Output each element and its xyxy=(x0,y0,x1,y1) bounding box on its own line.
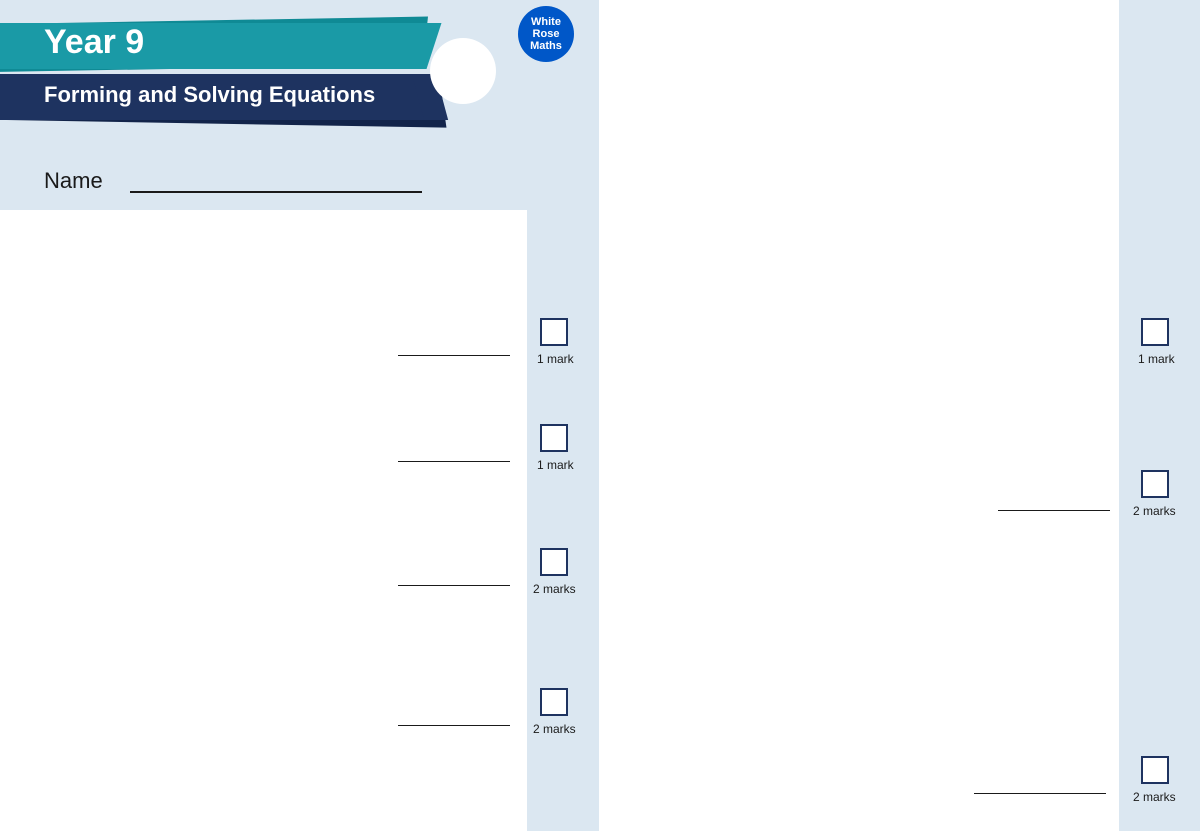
page2-content-area xyxy=(601,0,1200,831)
topic-title: Forming and Solving Equations xyxy=(44,82,375,108)
mark-box[interactable] xyxy=(1141,470,1169,498)
answer-line[interactable] xyxy=(398,461,510,462)
mark-label: 1 mark xyxy=(537,458,574,472)
mark-label: 2 marks xyxy=(533,582,576,596)
mark-box[interactable] xyxy=(540,688,568,716)
logo-line-1: White xyxy=(531,16,561,28)
mark-label: 1 mark xyxy=(1138,352,1175,366)
page2-margin-panel xyxy=(1119,0,1200,831)
mark-box[interactable] xyxy=(540,318,568,346)
white-rose-maths-logo: White Rose Maths xyxy=(518,6,574,62)
answer-line[interactable] xyxy=(398,725,510,726)
mark-box[interactable] xyxy=(540,424,568,452)
name-label: Name xyxy=(44,168,103,194)
year-title: Year 9 xyxy=(44,23,144,62)
answer-line[interactable] xyxy=(998,510,1110,511)
mark-box[interactable] xyxy=(1141,318,1169,346)
page1-content-area xyxy=(0,210,527,831)
logo-line-2: Rose xyxy=(533,28,560,40)
answer-line[interactable] xyxy=(398,585,510,586)
mark-label: 1 mark xyxy=(537,352,574,366)
logo-line-3: Maths xyxy=(530,40,562,52)
worksheet-page: Year 9 Forming and Solving Equations Whi… xyxy=(0,0,1200,831)
mark-box[interactable] xyxy=(540,548,568,576)
name-input-line[interactable] xyxy=(130,191,422,193)
mark-label: 2 marks xyxy=(1133,790,1176,804)
score-circle xyxy=(430,38,496,104)
mark-box[interactable] xyxy=(1141,756,1169,784)
answer-line[interactable] xyxy=(974,793,1106,794)
mark-label: 2 marks xyxy=(1133,504,1176,518)
answer-line[interactable] xyxy=(398,355,510,356)
mark-label: 2 marks xyxy=(533,722,576,736)
